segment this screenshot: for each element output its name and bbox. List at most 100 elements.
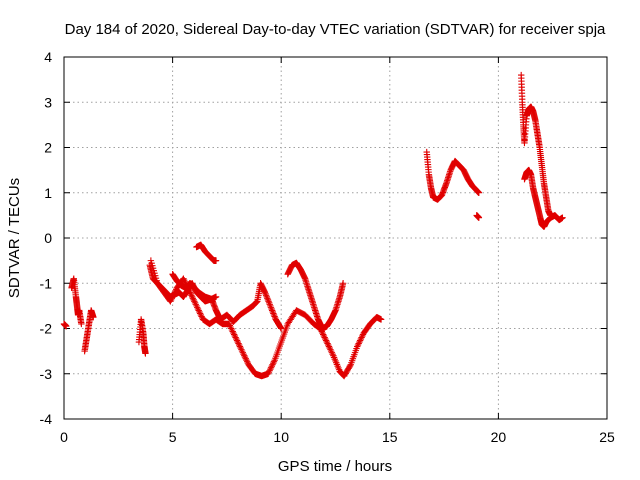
y-tick-label: -1 [40, 275, 53, 291]
data-point [357, 335, 365, 343]
data-point [328, 349, 336, 356]
data-point [241, 353, 249, 361]
data-point [242, 355, 249, 362]
axis-ticks: 0 5 10 15 20 25 -4 -3 -2 -1 0 1 2 3 4 [40, 49, 615, 445]
data-point [264, 370, 272, 377]
data-point [322, 337, 330, 344]
data-point [268, 363, 275, 370]
data-point [326, 344, 333, 352]
data-point [192, 301, 199, 308]
data-point [261, 289, 269, 296]
data-point [225, 320, 233, 328]
data-point [235, 340, 242, 347]
data-point [262, 292, 270, 299]
data-point [265, 369, 273, 376]
data-point [195, 307, 202, 314]
x-tick-label: 10 [273, 429, 289, 445]
data-point [230, 329, 237, 337]
data-point [187, 290, 194, 298]
series-seg3 [81, 307, 97, 355]
data-point [90, 313, 97, 321]
data-point [243, 356, 250, 364]
data-point [226, 322, 233, 329]
data-point [268, 307, 276, 314]
series-seg1 [60, 320, 70, 330]
series-seg11 [473, 212, 483, 221]
data-point [169, 293, 176, 301]
data-point [559, 214, 566, 221]
data-point [238, 347, 246, 355]
data-point [142, 350, 149, 357]
data-point [243, 358, 251, 365]
data-point [267, 304, 275, 311]
series-seg13 [521, 166, 566, 230]
data-point [269, 361, 276, 368]
data-point [322, 335, 329, 343]
data-point [354, 341, 362, 349]
data-point [327, 347, 335, 355]
data-point [229, 328, 236, 335]
data-point [228, 325, 235, 332]
data-point [241, 352, 248, 359]
data-point [167, 296, 175, 304]
data-point [356, 337, 364, 344]
data-point [238, 346, 245, 353]
data-point [321, 334, 328, 341]
data-point [354, 343, 361, 350]
data-point [270, 358, 278, 365]
data-point [227, 323, 234, 331]
x-axis-label: GPS time / hours [278, 458, 392, 475]
data-point [265, 299, 273, 307]
data-point [233, 335, 240, 343]
data-point [358, 334, 365, 341]
data-point [231, 332, 239, 340]
data-point [167, 298, 174, 305]
data-points [60, 71, 566, 380]
data-point [377, 316, 385, 323]
data-point [233, 337, 241, 344]
data-point [196, 308, 203, 316]
data-point [186, 287, 193, 294]
chart-title: Day 184 of 2020, Sidereal Day-to-day VTE… [65, 21, 606, 38]
data-point [346, 362, 354, 370]
series-seg12 [518, 71, 554, 219]
y-tick-label: 3 [44, 94, 52, 110]
series-seg6 [147, 257, 385, 380]
data-point [191, 299, 199, 307]
data-point [325, 341, 332, 349]
data-point [62, 323, 70, 330]
series-seg7 [169, 271, 220, 303]
data-point [196, 310, 204, 317]
y-tick-label: 2 [44, 140, 52, 156]
data-point [269, 308, 276, 316]
data-point [239, 349, 247, 356]
y-axis-label: SDTVAR / TECUs [6, 178, 23, 298]
data-point [186, 289, 194, 296]
data-point [270, 310, 277, 317]
data-point [189, 295, 197, 302]
data-point [270, 359, 277, 367]
data-point [325, 343, 333, 350]
data-point [475, 214, 483, 221]
data-point [198, 313, 205, 320]
data-point [170, 292, 177, 299]
data-point [181, 278, 189, 285]
x-tick-label: 15 [382, 429, 398, 445]
data-point [194, 305, 202, 313]
data-point [168, 295, 176, 302]
data-point [234, 338, 241, 346]
data-point [268, 305, 275, 313]
data-point [265, 298, 272, 305]
data-point [236, 343, 244, 350]
data-point [266, 367, 273, 374]
data-point [236, 341, 243, 349]
y-tick-label: -3 [40, 366, 53, 382]
series-seg8 [193, 241, 220, 264]
data-point [193, 302, 200, 310]
data-point [327, 346, 334, 353]
data-point [356, 338, 363, 346]
series-seg4 [135, 316, 149, 357]
y-tick-label: -2 [40, 321, 53, 337]
data-point [230, 331, 238, 338]
data-point [359, 332, 366, 340]
